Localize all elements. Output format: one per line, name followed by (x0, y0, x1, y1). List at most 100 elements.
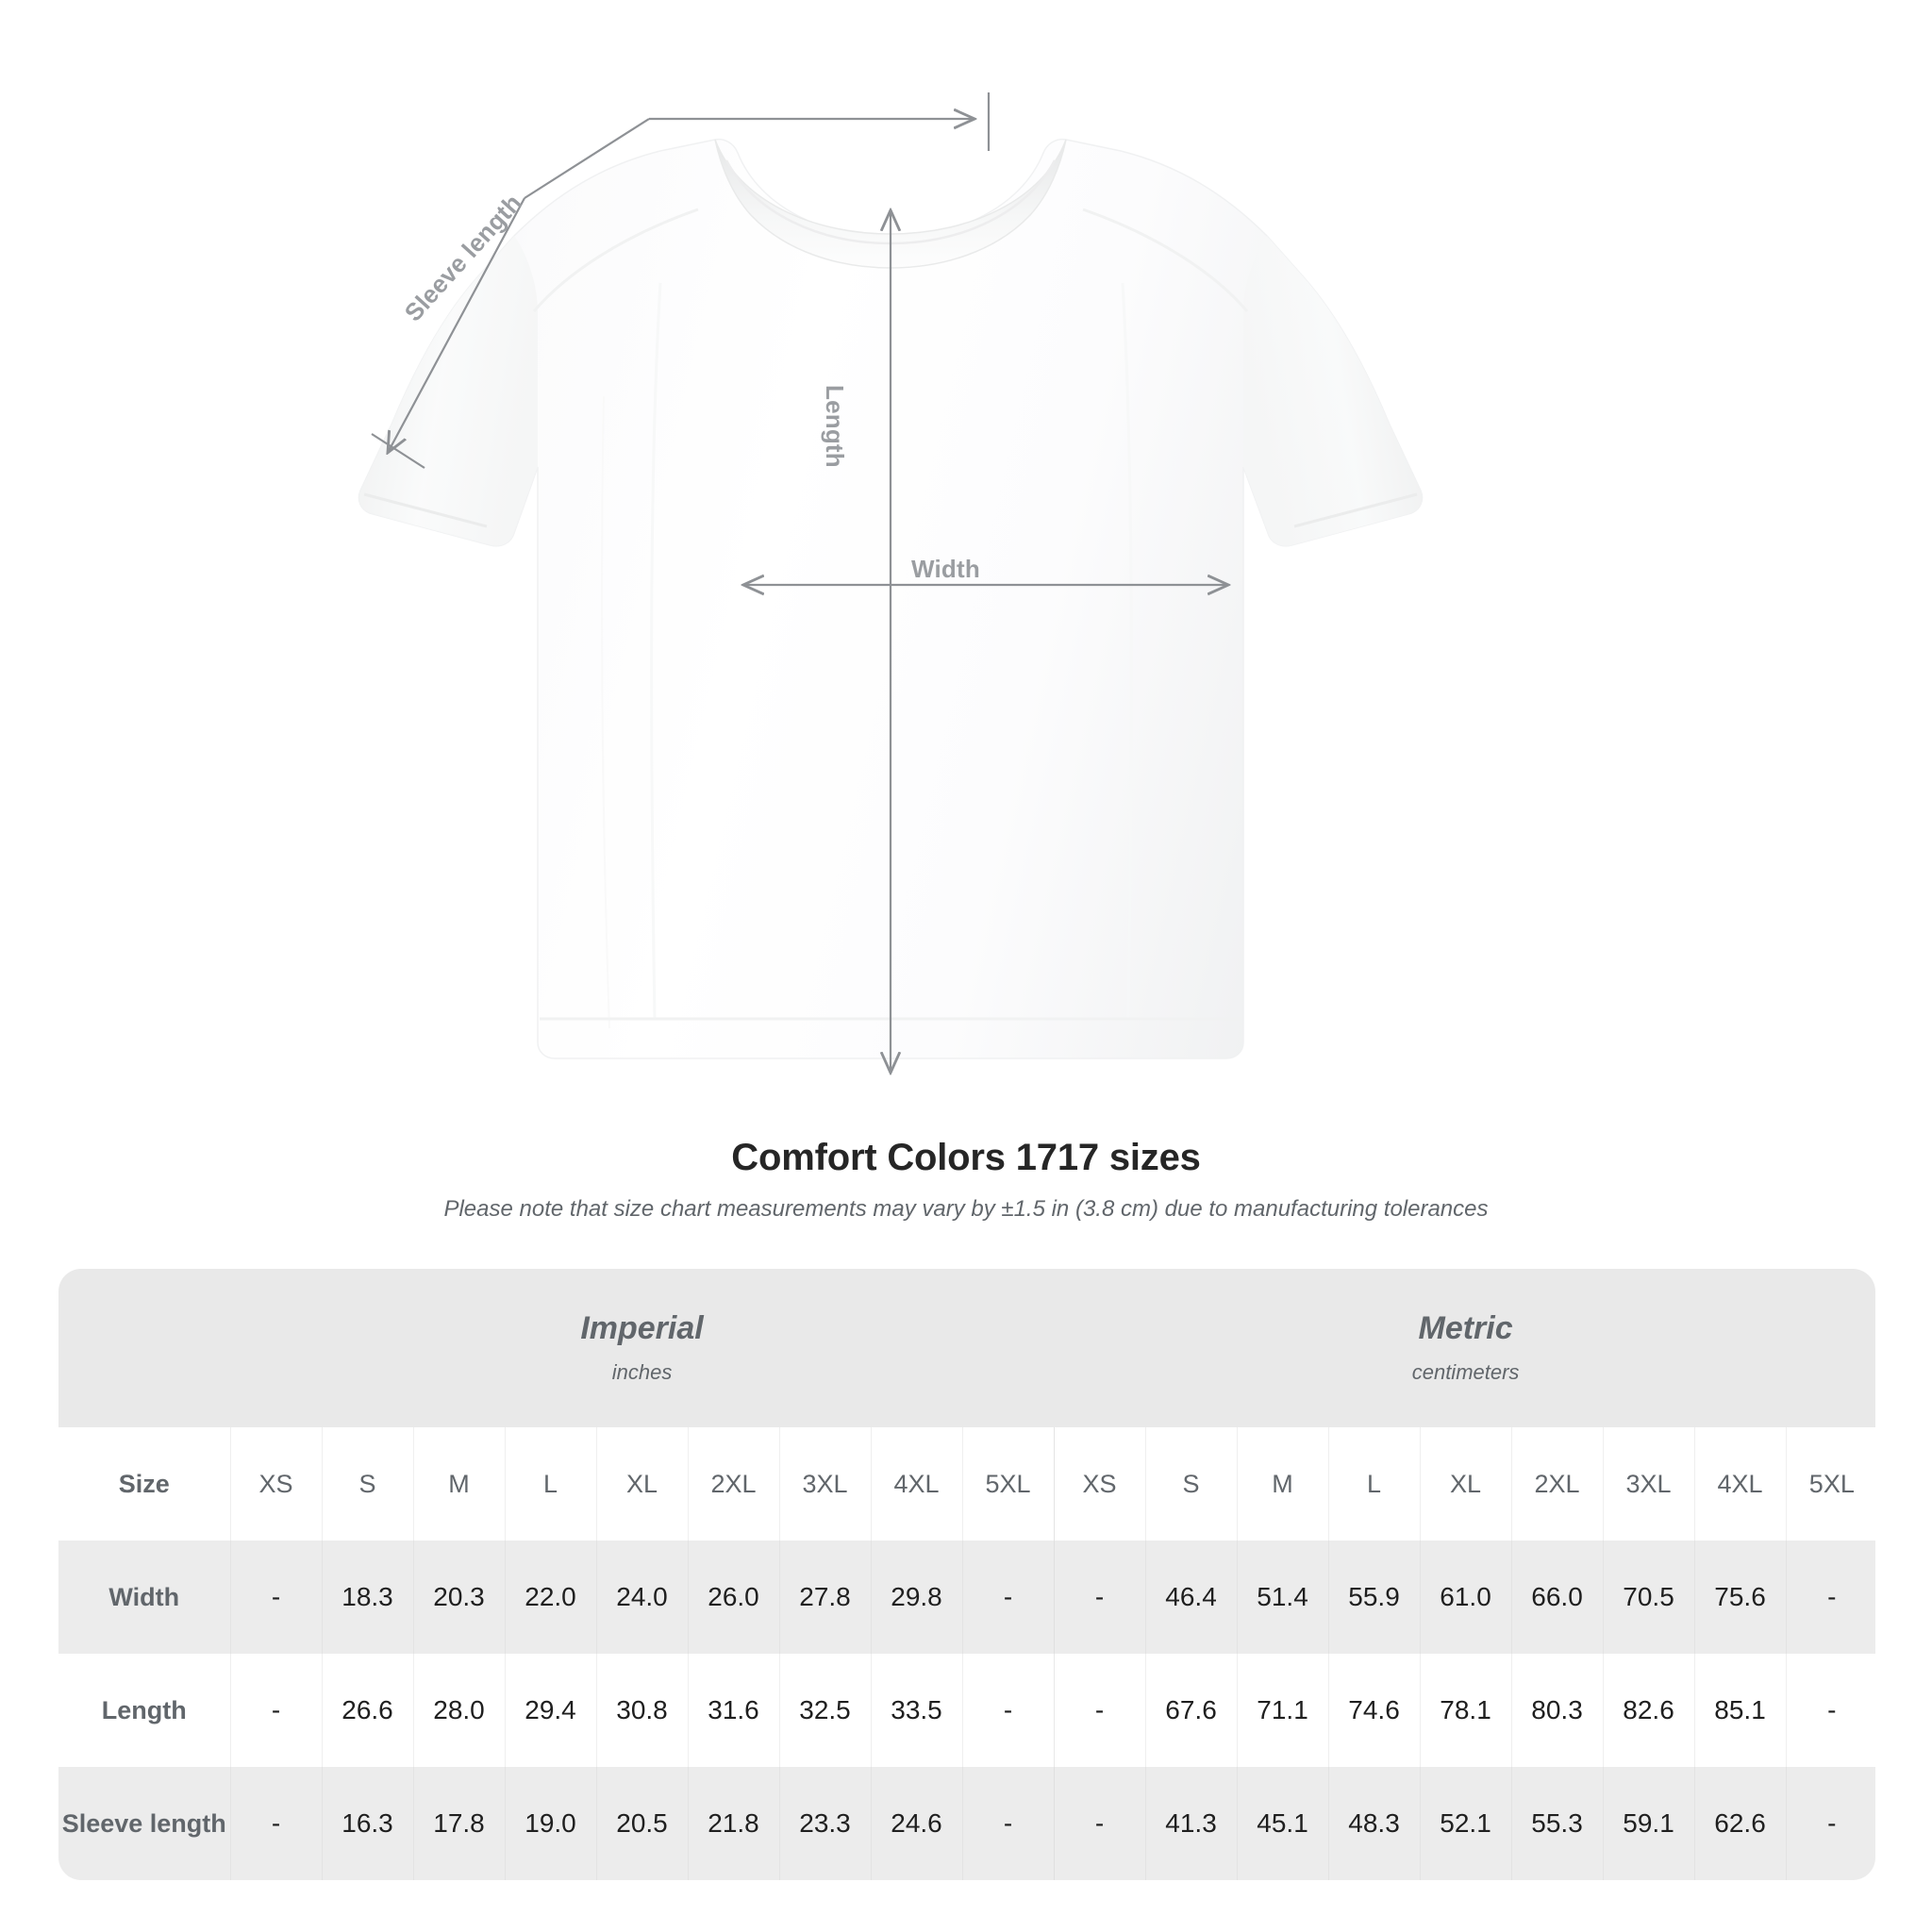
collar (714, 139, 1067, 269)
size-header-label: Size (58, 1427, 230, 1541)
unit-name-metric: Metric (1418, 1310, 1513, 1347)
cell-sleeve-metric-2xl: 55.3 (1510, 1767, 1604, 1880)
unit-name-imperial: Imperial (580, 1310, 704, 1347)
sleeve-leader-bend (524, 118, 650, 199)
cell-length-imperial-4xl: 33.5 (870, 1654, 962, 1767)
cell-length-imperial-xl: 30.8 (595, 1654, 688, 1767)
cell-width-metric-xs: - (1053, 1541, 1146, 1654)
cell-length-imperial-5xl: - (961, 1654, 1055, 1767)
size-table: Imperial inches Metric centimeters Size … (58, 1269, 1875, 1880)
table-row: Width - 18.3 20.3 22.0 24.0 26.0 27.8 29… (58, 1541, 1875, 1654)
cell-sleeve-imperial-xs: - (229, 1767, 322, 1880)
table-row: Sleeve length - 16.3 17.8 19.0 20.5 21.8… (58, 1767, 1875, 1880)
cell-width-imperial-xl: 24.0 (595, 1541, 688, 1654)
cell-width-metric-5xl: - (1785, 1541, 1875, 1654)
cell-length-metric-5xl: - (1785, 1654, 1875, 1767)
cell-width-metric-xl: 61.0 (1419, 1541, 1512, 1654)
cell-length-metric-4xl: 85.1 (1693, 1654, 1787, 1767)
col-header-metric-5xl: 5XL (1785, 1427, 1875, 1541)
col-header-metric-4xl: 4XL (1693, 1427, 1787, 1541)
col-header-imperial-3xl: 3XL (778, 1427, 871, 1541)
tshirt-svg (358, 92, 1424, 1113)
cell-sleeve-imperial-s: 16.3 (321, 1767, 413, 1880)
cell-sleeve-metric-5xl: - (1785, 1767, 1875, 1880)
fold-line-left (650, 282, 662, 1020)
unit-sub-metric: centimeters (1411, 1359, 1520, 1384)
cell-length-metric-2xl: 80.3 (1510, 1654, 1604, 1767)
left-shoulder-seam (532, 208, 699, 312)
cell-width-imperial-2xl: 26.0 (687, 1541, 779, 1654)
page-title: Comfort Colors 1717 sizes (731, 1137, 1201, 1178)
col-header-imperial-xl: XL (595, 1427, 688, 1541)
cell-sleeve-imperial-3xl: 23.3 (778, 1767, 871, 1880)
tshirt-illustration: Sleeve length Length Width (358, 92, 1424, 1113)
cell-sleeve-metric-s: 41.3 (1144, 1767, 1238, 1880)
title-block: Comfort Colors 1717 sizes Please note th… (0, 1137, 1932, 1223)
fold-line-far-left (601, 395, 610, 1029)
cell-width-imperial-m: 20.3 (412, 1541, 505, 1654)
cell-width-imperial-4xl: 29.8 (870, 1541, 962, 1654)
cell-length-imperial-l: 29.4 (504, 1654, 596, 1767)
cell-width-imperial-s: 18.3 (321, 1541, 413, 1654)
col-header-imperial-5xl: 5XL (961, 1427, 1055, 1541)
unit-header-row: Imperial inches Metric centimeters (58, 1269, 1875, 1427)
cell-length-metric-3xl: 82.6 (1602, 1654, 1695, 1767)
cell-width-imperial-3xl: 27.8 (778, 1541, 871, 1654)
cell-length-metric-l: 74.6 (1327, 1654, 1421, 1767)
unit-row-spacer (58, 1269, 230, 1427)
unit-group-imperial: Imperial inches (230, 1269, 1055, 1427)
cell-width-metric-l: 55.9 (1327, 1541, 1421, 1654)
cell-width-metric-4xl: 75.6 (1693, 1541, 1787, 1654)
cell-length-imperial-m: 28.0 (412, 1654, 505, 1767)
col-header-metric-s: S (1144, 1427, 1238, 1541)
measurement-guides (371, 92, 1226, 1071)
col-header-imperial-m: M (412, 1427, 505, 1541)
row-label-sleeve-length: Sleeve length (58, 1767, 230, 1880)
left-sleeve-hem (363, 492, 488, 528)
cell-length-metric-s: 67.6 (1144, 1654, 1238, 1767)
width-label: Width (911, 555, 980, 583)
cell-length-metric-xs: - (1053, 1654, 1146, 1767)
col-header-metric-l: L (1327, 1427, 1421, 1541)
cell-sleeve-imperial-5xl: - (961, 1767, 1055, 1880)
col-header-metric-m: M (1236, 1427, 1329, 1541)
row-label-length: Length (58, 1654, 230, 1767)
col-header-metric-3xl: 3XL (1602, 1427, 1695, 1541)
cell-width-metric-s: 46.4 (1144, 1541, 1238, 1654)
col-header-imperial-4xl: 4XL (870, 1427, 962, 1541)
sleeve-bottom-tick (371, 433, 425, 469)
cell-sleeve-metric-xs: - (1053, 1767, 1146, 1880)
cell-length-metric-xl: 78.1 (1419, 1654, 1512, 1767)
cell-length-imperial-2xl: 31.6 (687, 1654, 779, 1767)
right-shoulder-seam (1082, 208, 1249, 312)
unit-sub-imperial: inches (611, 1359, 673, 1384)
size-table-container: Imperial inches Metric centimeters Size … (58, 1269, 1875, 1880)
col-header-metric-xl: XL (1419, 1427, 1512, 1541)
col-header-imperial-2xl: 2XL (687, 1427, 779, 1541)
left-sleeve (358, 236, 538, 546)
col-header-imperial-xs: XS (229, 1427, 322, 1541)
cell-width-metric-2xl: 66.0 (1510, 1541, 1604, 1654)
col-header-metric-xs: XS (1053, 1427, 1146, 1541)
cell-width-metric-3xl: 70.5 (1602, 1541, 1695, 1654)
cell-sleeve-metric-4xl: 62.6 (1693, 1767, 1787, 1880)
cell-width-imperial-xs: - (229, 1541, 322, 1654)
cell-sleeve-metric-xl: 52.1 (1419, 1767, 1512, 1880)
cell-sleeve-metric-m: 45.1 (1236, 1767, 1329, 1880)
cell-length-metric-m: 71.1 (1236, 1654, 1329, 1767)
right-sleeve-hem (1293, 492, 1418, 528)
cell-width-metric-m: 51.4 (1236, 1541, 1329, 1654)
col-header-imperial-l: L (504, 1427, 596, 1541)
cell-sleeve-imperial-xl: 20.5 (595, 1767, 688, 1880)
size-header-row: Size XS S M L XL 2XL 3XL 4XL 5XL XS S M … (58, 1427, 1875, 1541)
cell-length-imperial-s: 26.6 (321, 1654, 413, 1767)
cell-width-imperial-l: 22.0 (504, 1541, 596, 1654)
cell-sleeve-imperial-4xl: 24.6 (870, 1767, 962, 1880)
sleeve-length-arrow (389, 197, 525, 451)
length-label: Length (821, 385, 849, 468)
cell-sleeve-metric-l: 48.3 (1327, 1767, 1421, 1880)
cell-sleeve-imperial-m: 17.8 (412, 1767, 505, 1880)
cell-length-imperial-xs: - (229, 1654, 322, 1767)
cell-sleeve-imperial-2xl: 21.8 (687, 1767, 779, 1880)
